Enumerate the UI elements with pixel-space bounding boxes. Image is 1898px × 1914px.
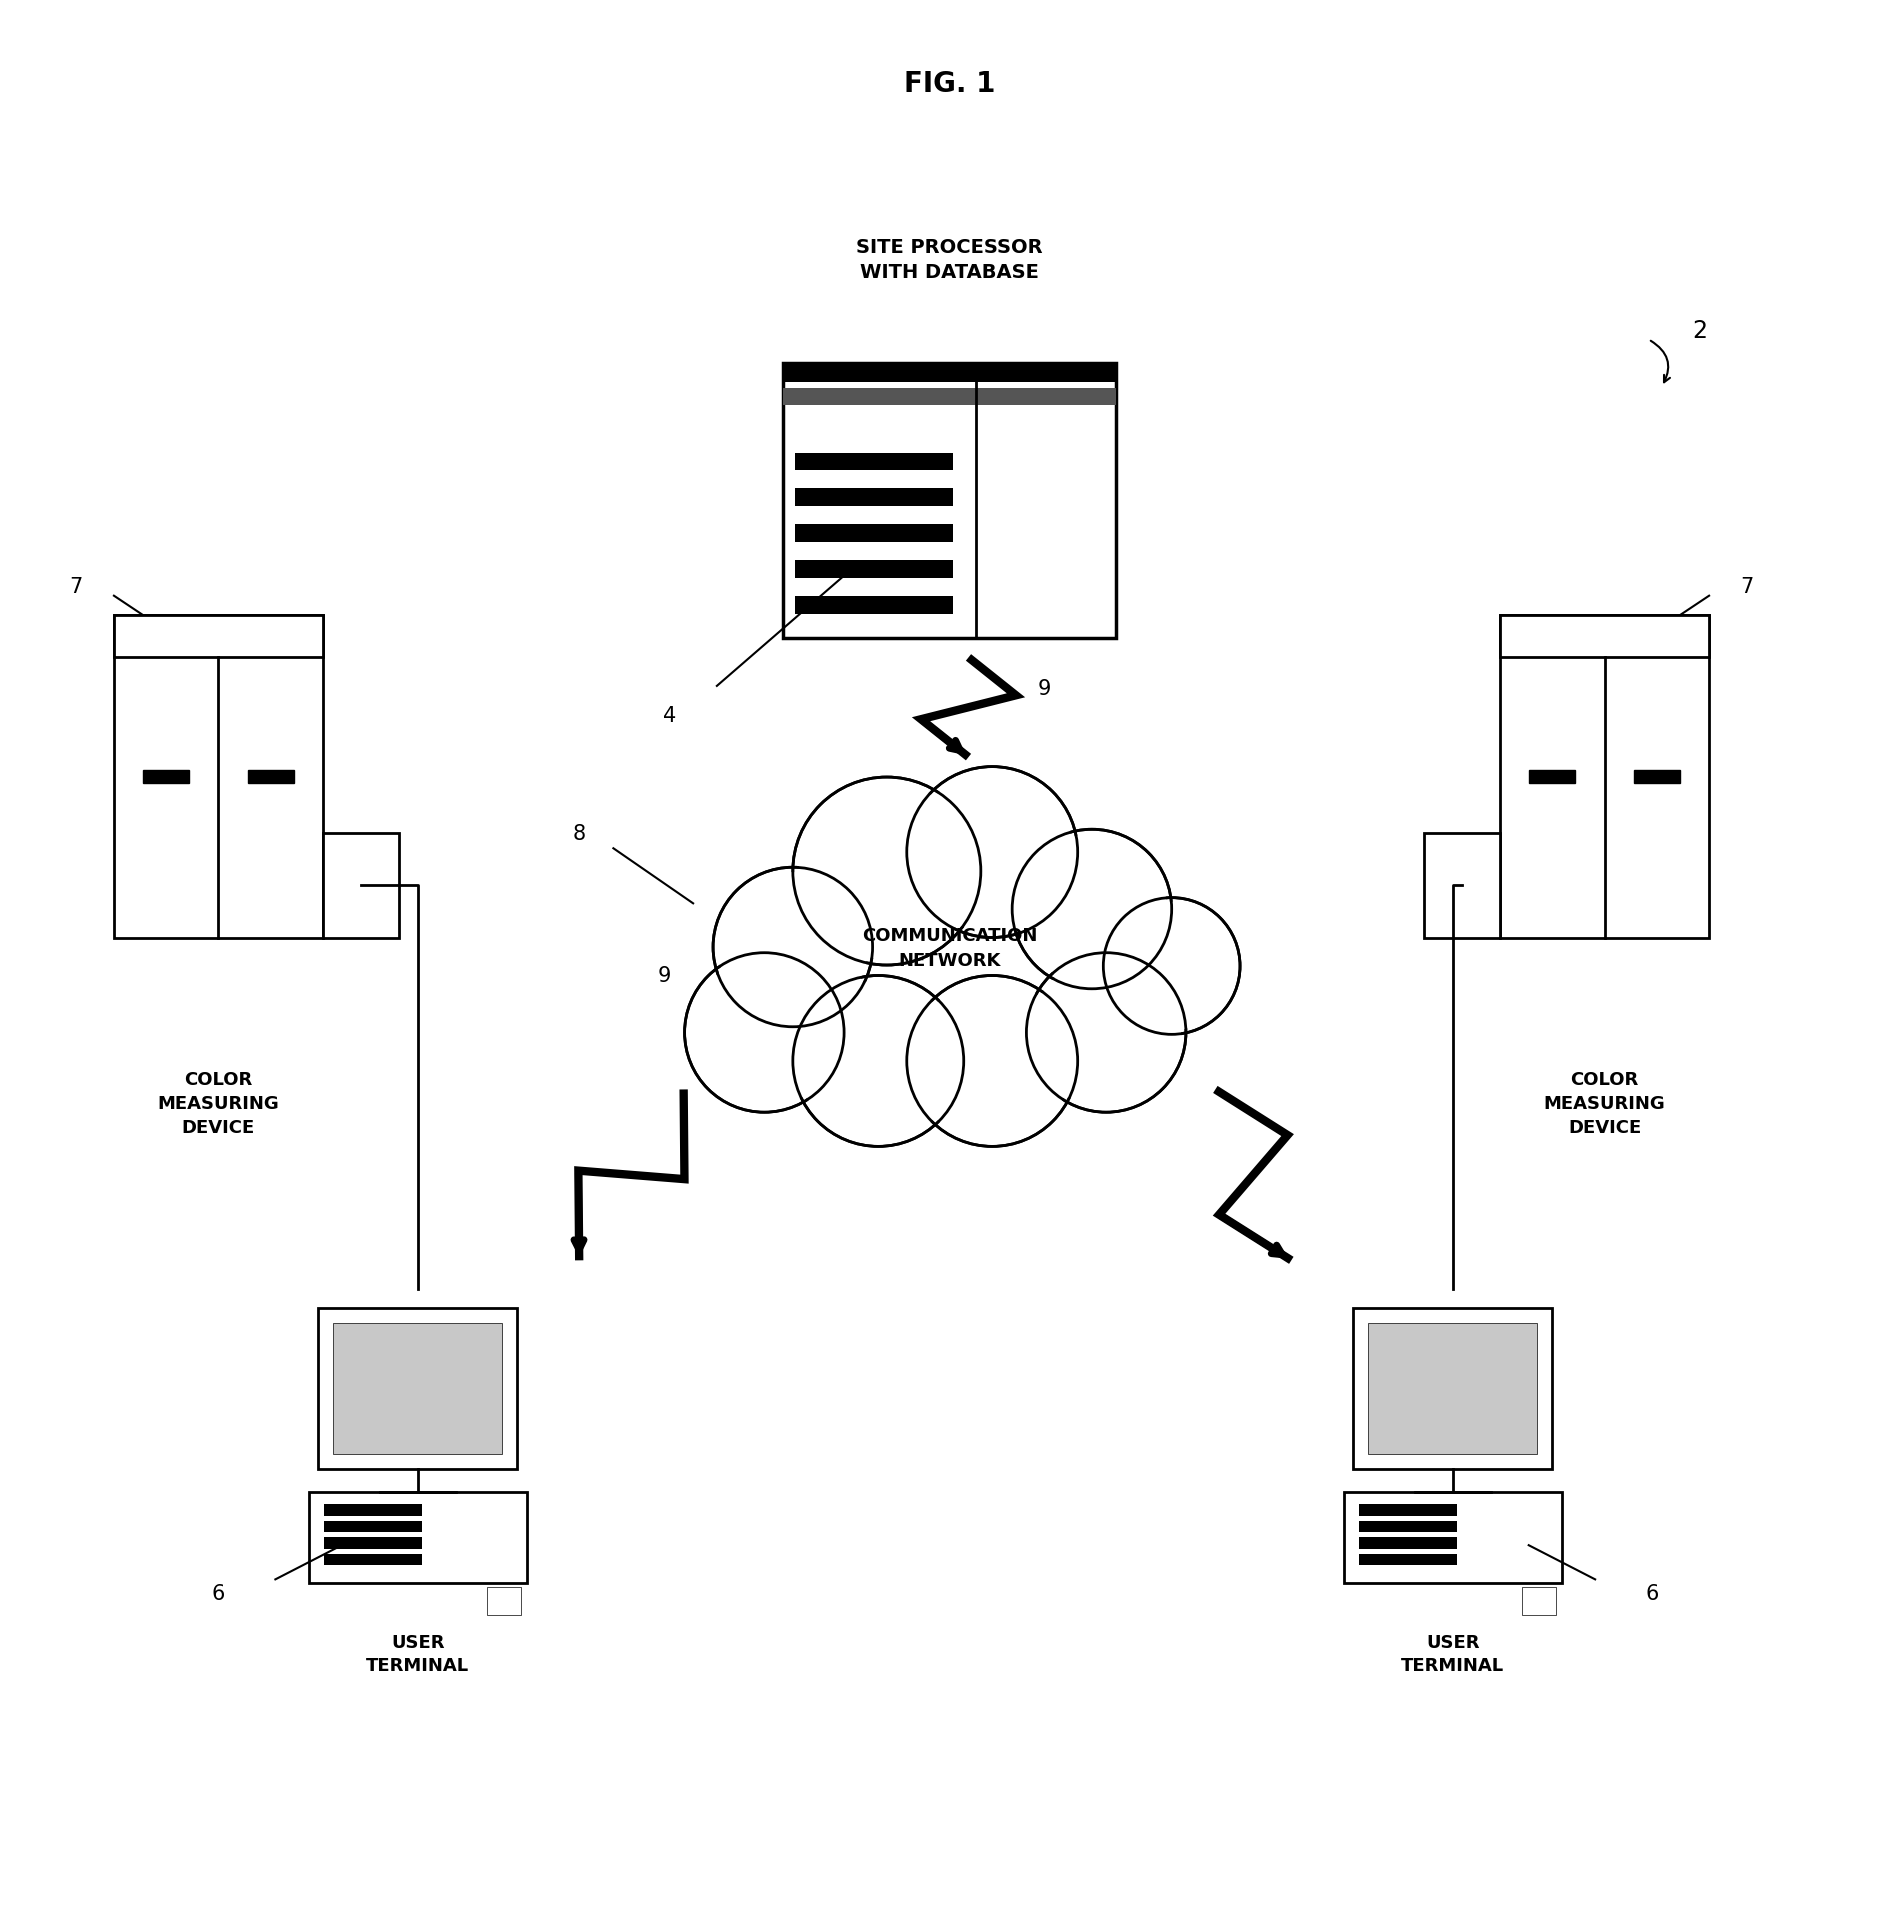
Text: COLOR
MEASURING
DEVICE: COLOR MEASURING DEVICE bbox=[158, 1070, 279, 1137]
Circle shape bbox=[799, 785, 974, 959]
Bar bbox=[1359, 1522, 1456, 1533]
Circle shape bbox=[689, 959, 839, 1106]
FancyArrowPatch shape bbox=[922, 722, 960, 750]
Text: 6: 6 bbox=[211, 1583, 226, 1602]
Bar bbox=[1499, 616, 1708, 938]
Bar bbox=[793, 561, 953, 578]
Circle shape bbox=[1108, 903, 1234, 1030]
Bar bbox=[486, 1587, 520, 1615]
Bar bbox=[1522, 1587, 1556, 1615]
Text: 9: 9 bbox=[1036, 679, 1051, 699]
Circle shape bbox=[799, 982, 957, 1141]
Bar bbox=[114, 616, 323, 938]
Bar bbox=[782, 364, 1114, 639]
Text: FIG. 1: FIG. 1 bbox=[903, 71, 995, 98]
Circle shape bbox=[913, 773, 1070, 932]
Bar bbox=[1359, 1537, 1456, 1548]
Text: 7: 7 bbox=[70, 576, 82, 597]
FancyArrowPatch shape bbox=[1220, 1217, 1281, 1256]
Bar bbox=[323, 1537, 421, 1548]
Circle shape bbox=[712, 867, 873, 1028]
Circle shape bbox=[907, 768, 1078, 938]
Bar bbox=[323, 835, 399, 938]
Bar bbox=[793, 490, 953, 507]
Circle shape bbox=[793, 777, 979, 965]
Text: 9: 9 bbox=[1226, 967, 1241, 986]
Bar bbox=[1344, 1493, 1560, 1583]
Bar bbox=[793, 597, 953, 614]
Circle shape bbox=[1025, 953, 1184, 1112]
Bar bbox=[1359, 1504, 1456, 1516]
FancyArrowPatch shape bbox=[573, 1173, 585, 1250]
Text: 7: 7 bbox=[1740, 576, 1752, 597]
Text: USER
TERMINAL: USER TERMINAL bbox=[1401, 1633, 1503, 1675]
Text: 6: 6 bbox=[1644, 1583, 1659, 1602]
Bar bbox=[114, 616, 323, 657]
Text: SITE PROCESSOR
WITH DATABASE: SITE PROCESSOR WITH DATABASE bbox=[856, 237, 1042, 281]
Bar bbox=[1499, 616, 1708, 657]
Text: USER
TERMINAL: USER TERMINAL bbox=[366, 1633, 469, 1675]
Circle shape bbox=[1012, 831, 1171, 990]
Circle shape bbox=[1103, 898, 1239, 1035]
Bar bbox=[1424, 835, 1499, 938]
Circle shape bbox=[717, 873, 867, 1022]
Text: COLOR
MEASURING
DEVICE: COLOR MEASURING DEVICE bbox=[1543, 1070, 1665, 1137]
Bar bbox=[782, 364, 1114, 383]
Bar bbox=[319, 1307, 516, 1470]
Bar bbox=[1632, 769, 1680, 783]
Circle shape bbox=[907, 976, 1078, 1146]
Bar bbox=[334, 1323, 501, 1455]
Bar bbox=[782, 389, 1114, 406]
Bar bbox=[793, 454, 953, 471]
Circle shape bbox=[683, 953, 843, 1112]
Text: 8: 8 bbox=[573, 823, 585, 844]
FancyArrowPatch shape bbox=[1649, 341, 1668, 383]
Bar bbox=[1351, 1307, 1553, 1470]
Bar bbox=[142, 769, 190, 783]
Text: 4: 4 bbox=[662, 706, 676, 725]
Circle shape bbox=[1017, 835, 1165, 984]
Bar bbox=[307, 1493, 528, 1583]
Bar bbox=[323, 1522, 421, 1533]
Circle shape bbox=[793, 976, 962, 1146]
Text: COMMUNICATION
NETWORK: COMMUNICATION NETWORK bbox=[862, 926, 1036, 968]
Circle shape bbox=[1031, 959, 1181, 1106]
Bar bbox=[323, 1504, 421, 1516]
Bar bbox=[323, 1554, 421, 1566]
Circle shape bbox=[913, 982, 1070, 1141]
Text: 9: 9 bbox=[657, 967, 672, 986]
Bar bbox=[247, 769, 294, 783]
Bar bbox=[1367, 1323, 1537, 1455]
Bar bbox=[793, 524, 953, 544]
Text: 2: 2 bbox=[1691, 318, 1706, 343]
Bar bbox=[1359, 1554, 1456, 1566]
Bar bbox=[1528, 769, 1575, 783]
